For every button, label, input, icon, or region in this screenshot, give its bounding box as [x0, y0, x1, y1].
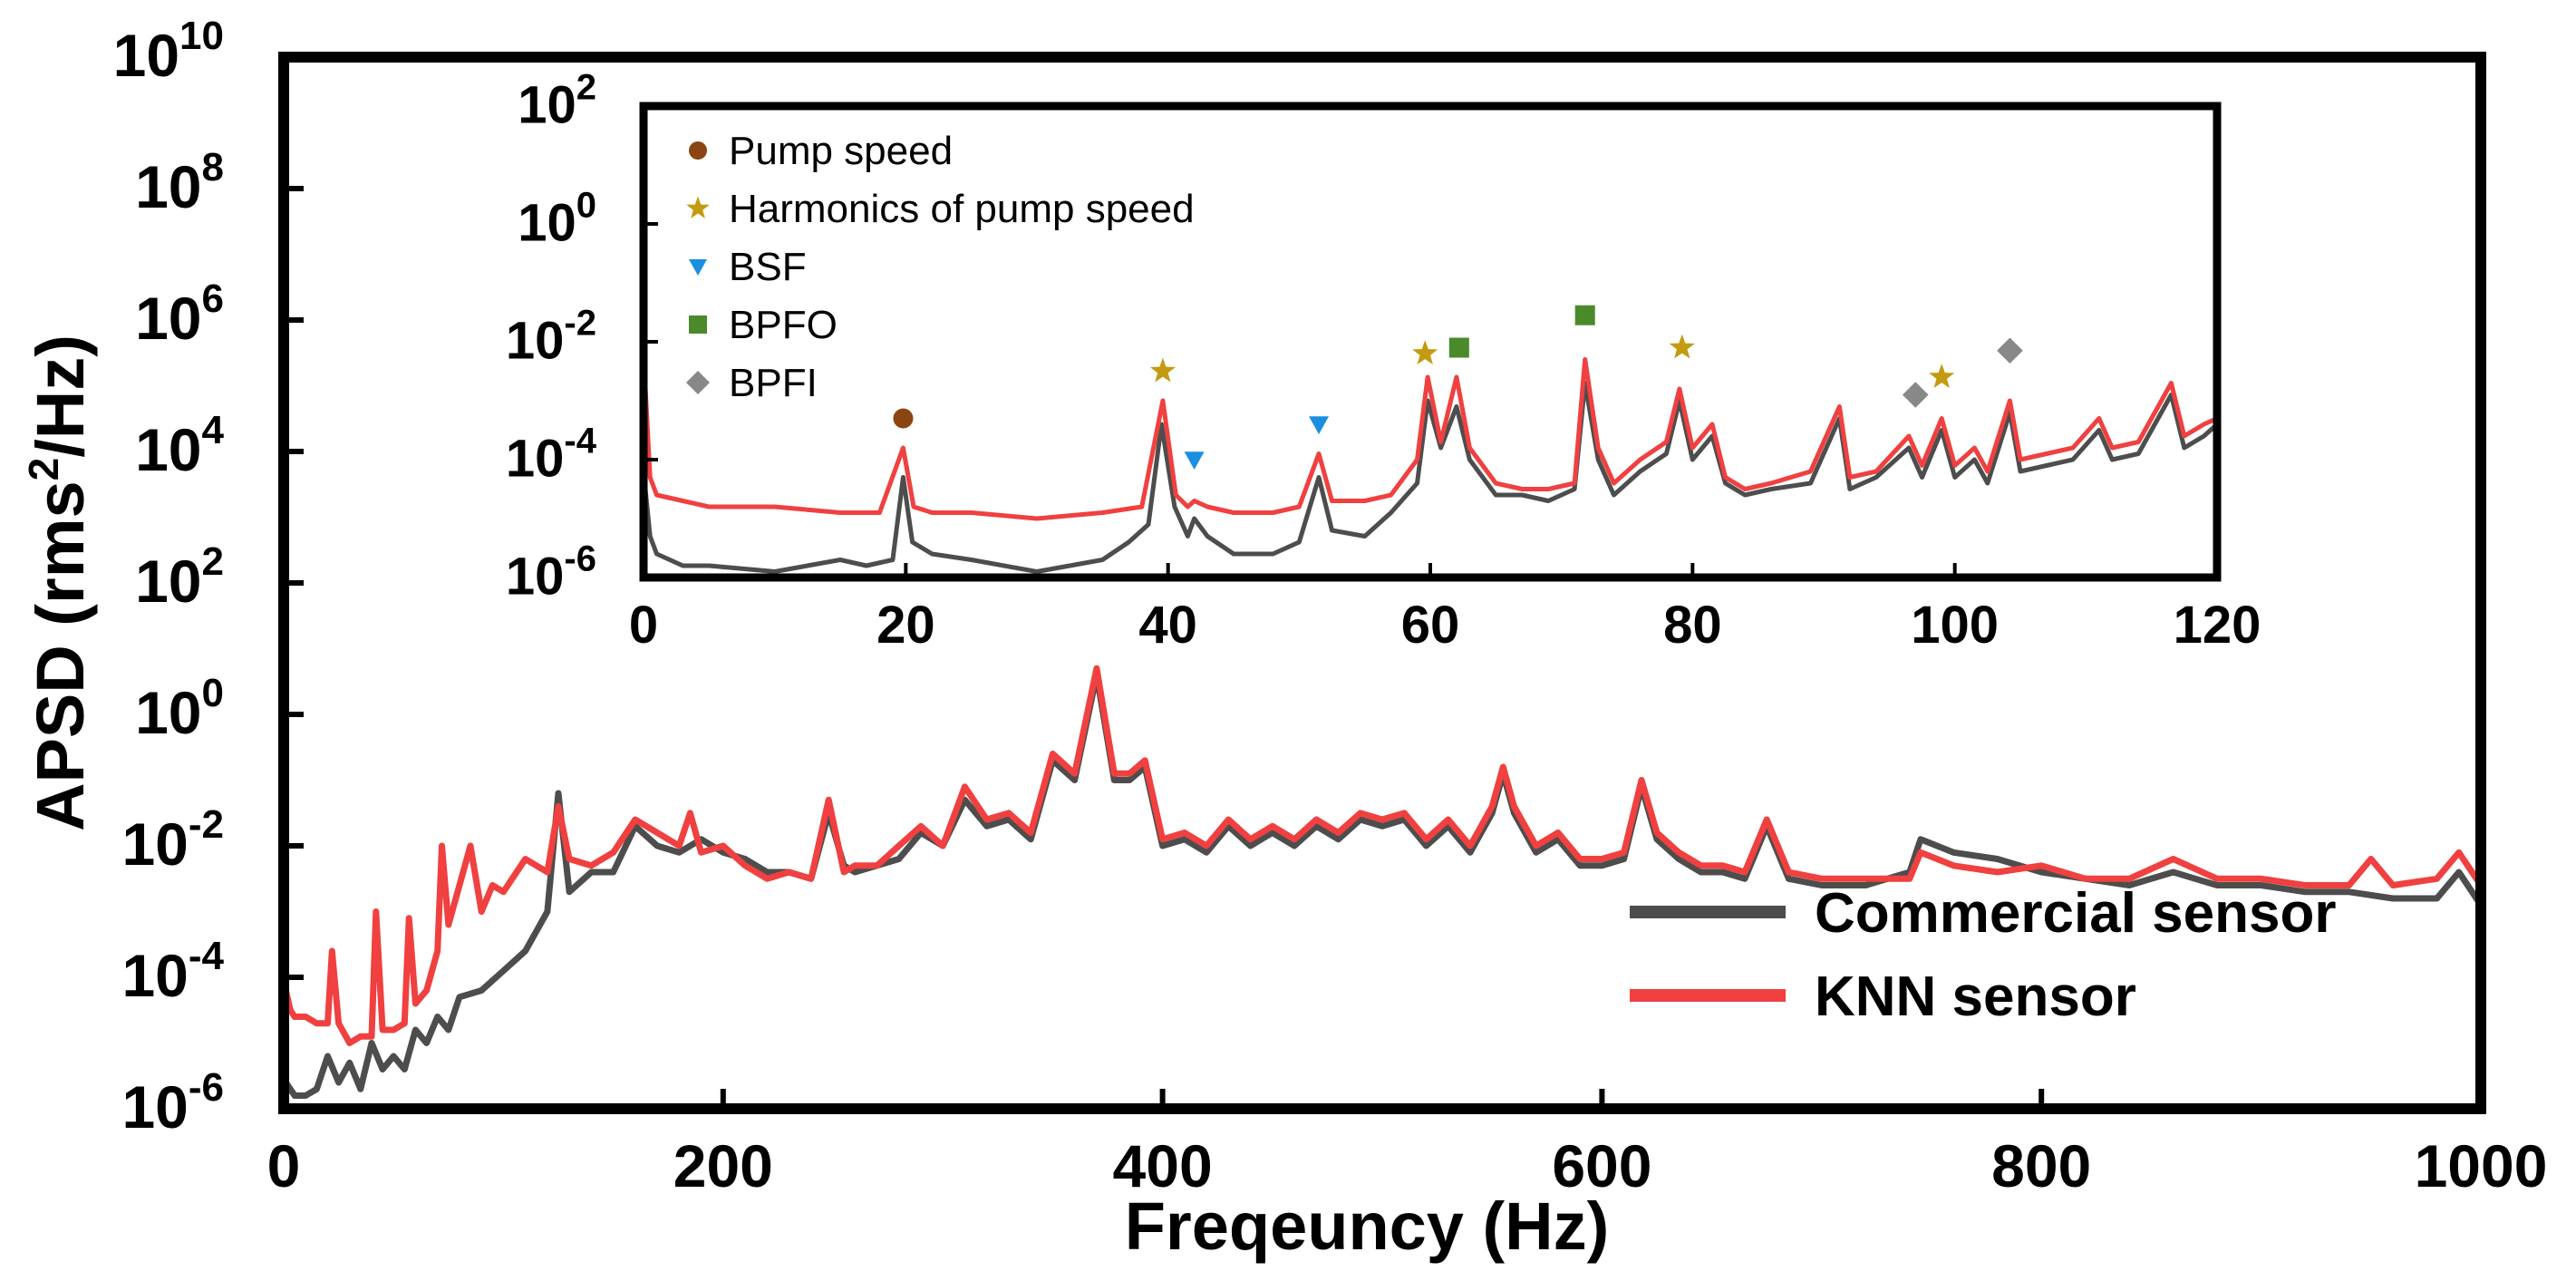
- inset-x-tick-label: 80: [1663, 596, 1722, 655]
- y-axis-label-sup: 2: [20, 458, 67, 481]
- inset-marker-bsf: [1309, 416, 1330, 434]
- inset-x-tick-label: 40: [1138, 596, 1197, 655]
- inset-y-tick-label: 100: [518, 186, 596, 253]
- inset-marker-harmonics-of-pump-speed: [1669, 334, 1695, 359]
- main-y-tick-label: 104: [135, 408, 224, 483]
- inset-legend-label-bpfi: BPFI: [729, 361, 818, 405]
- inset-y-tick-label: 10-4: [506, 422, 597, 489]
- main-legend: Commercial sensor KNN sensor: [1630, 882, 2336, 1028]
- main-y-tick-label: 102: [135, 539, 224, 615]
- legend-label-knn: KNN sensor: [1815, 966, 2136, 1028]
- inset-plot: 0 20 40 60 80 100 120 102 100 10-2 10-4 10-6 Pump …: [506, 68, 2261, 655]
- inset-marker-bpfo: [1574, 305, 1595, 325]
- inset-marker-harmonics-of-pump-speed: [1149, 357, 1176, 383]
- main-x-tick-label: 0: [267, 1132, 301, 1199]
- x-axis-label: Freqeuncy (Hz): [1125, 1189, 1610, 1264]
- inset-marker-harmonics-of-pump-speed: [1929, 364, 1955, 388]
- inset-fault-markers: [893, 305, 2023, 470]
- inset-marker-pump-speed: [893, 408, 914, 429]
- main-series-line-commercial: [280, 672, 2484, 1099]
- main-x-tick-label: 600: [1552, 1132, 1651, 1199]
- main-x-ticks: 0 200 400 600 800 1000: [267, 1089, 2548, 1199]
- inset-series-line-knn: [641, 353, 2219, 521]
- inset-legend-label-bpfo: BPFO: [729, 303, 838, 347]
- inset-y-tick-label: 102: [518, 68, 596, 135]
- inset-y-ticks: 102 100 10-2 10-4 10-6: [506, 68, 658, 607]
- inset-marker-bpfi: [1997, 337, 2023, 364]
- main-x-tick-label: 1000: [2415, 1132, 2548, 1199]
- inset-marker-harmonics-of-pump-speed: [1412, 340, 1438, 364]
- main-plot: 0 200 400 600 800 1000 101010810610410210010-…: [20, 14, 2547, 1264]
- y-axis-label-prefix: APSD (rms: [23, 480, 98, 831]
- inset-legend-symbol-harmonics-of-pump-speed: [686, 196, 710, 218]
- main-y-tick-label: 10-4: [121, 934, 224, 1009]
- inset-x-tick-label: 120: [2174, 596, 2261, 655]
- inset-x-tick-label: 20: [876, 596, 935, 655]
- inset-legend: Pump speed Harmonics of pump speed BSF BPFO…: [686, 129, 1195, 405]
- main-y-ticks: 1010 108 106 104 102 100 10-2 10-4 10-6: [113, 14, 304, 1140]
- legend-label-commercial: Commercial sensor: [1815, 882, 2336, 945]
- inset-series-line-commercial: [641, 381, 2219, 574]
- inset-x-ticks: 0 20 40 60 80 100 120: [629, 563, 2261, 655]
- inset-legend-label-bsf: BSF: [729, 245, 807, 289]
- inset-legend-label-harmonics-of-pump-speed: Harmonics of pump speed: [729, 187, 1195, 231]
- inset-legend-symbol-pump-speed: [689, 141, 707, 160]
- inset-y-tick-label: 10-6: [506, 539, 596, 607]
- inset-y-tick-label: 10-2: [506, 304, 596, 371]
- inset-legend-symbol-bsf: [689, 259, 707, 276]
- inset-legend-symbol-bpfo: [689, 315, 707, 334]
- inset-x-tick-label: 60: [1401, 596, 1460, 655]
- inset-marker-bpfo: [1448, 337, 1469, 358]
- main-y-tick-label: 10-6: [121, 1065, 224, 1140]
- inset-marker-bsf: [1184, 451, 1205, 470]
- main-y-tick-label: 106: [135, 277, 224, 352]
- y-axis-label: APSD (rms2/Hz): [20, 335, 98, 831]
- inset-legend-label-pump-speed: Pump speed: [729, 129, 953, 173]
- inset-legend-symbol-bpfi: [686, 371, 710, 394]
- inset-series-group: [641, 353, 2219, 574]
- main-x-tick-label: 400: [1113, 1132, 1213, 1199]
- main-y-tick-label: 108: [135, 145, 224, 220]
- inset-x-tick-label: 0: [629, 596, 658, 655]
- main-x-tick-label: 200: [673, 1132, 773, 1199]
- y-axis-label-suffix: /Hz): [23, 335, 98, 458]
- main-series-group: [280, 665, 2484, 1099]
- main-series-line-knn: [280, 665, 2484, 1046]
- inset-x-tick-label: 100: [1911, 596, 1999, 655]
- main-y-tick-label: 1010: [113, 14, 224, 89]
- main-y-tick-label: 100: [135, 671, 224, 746]
- main-x-tick-label: 800: [1991, 1132, 2091, 1199]
- inset-marker-bpfi: [1902, 382, 1929, 408]
- main-y-tick-label: 10-2: [121, 802, 224, 878]
